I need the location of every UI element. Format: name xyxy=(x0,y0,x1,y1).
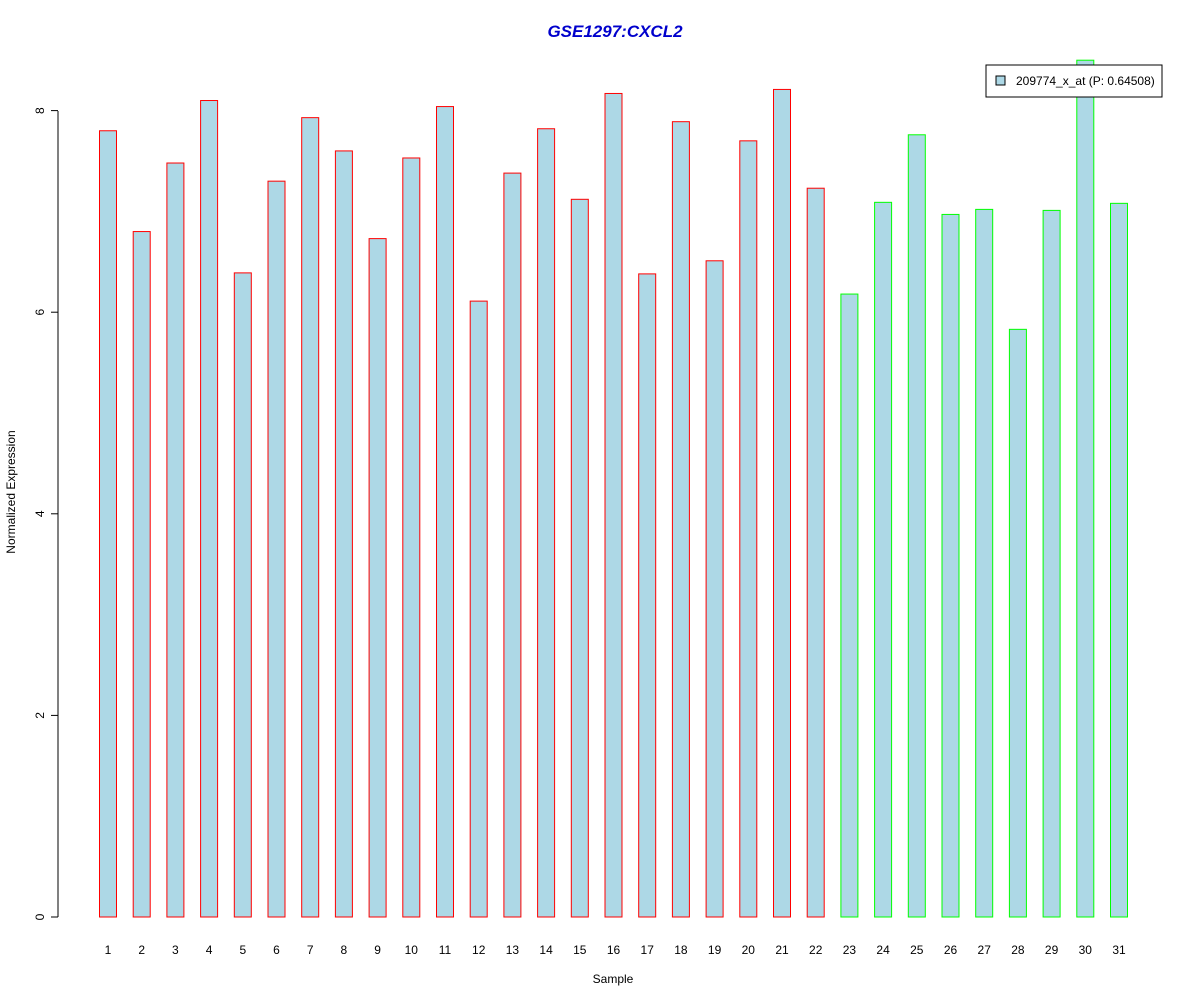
bar-sample-26 xyxy=(941,213,960,918)
bar-sample-31 xyxy=(1110,202,1128,918)
x-tick-label: 21 xyxy=(775,943,789,957)
bar-sample-10 xyxy=(402,157,421,918)
bar-sample-4 xyxy=(200,100,219,918)
y-axis: 0 2 4 6 8 xyxy=(33,107,59,920)
x-tick-label: 31 xyxy=(1112,943,1126,957)
x-tick-label: 11 xyxy=(439,943,452,957)
legend-label: 209774_x_at (P: 0.64508) xyxy=(1016,74,1155,88)
chart-title: GSE1297:CXCL2 xyxy=(547,22,683,41)
legend-box xyxy=(985,64,1163,98)
bar-sample-5 xyxy=(233,272,252,918)
bar-sample-24 xyxy=(874,201,893,918)
x-tick-label: 30 xyxy=(1079,943,1093,957)
x-tick-label: 3 xyxy=(172,943,179,957)
bar-sample-17 xyxy=(638,273,657,918)
x-tick-label: 18 xyxy=(674,943,688,957)
x-tick-label: 8 xyxy=(341,943,348,957)
y-tick-label: 8 xyxy=(33,107,47,114)
x-tick-label: 10 xyxy=(405,943,419,957)
x-tick-label: 2 xyxy=(138,943,145,957)
x-tick-label: 9 xyxy=(374,943,381,957)
bar-sample-6 xyxy=(267,180,286,918)
x-tick-label: 6 xyxy=(273,943,280,957)
bar-sample-2 xyxy=(132,231,151,918)
bar-sample-7 xyxy=(301,117,320,918)
x-tick-label: 22 xyxy=(809,943,823,957)
legend: 209774_x_at (P: 0.64508) xyxy=(985,64,1163,98)
y-axis-label: Normalized Expression xyxy=(4,430,18,553)
bar-sample-27 xyxy=(975,208,994,918)
bar-sample-25 xyxy=(907,134,926,918)
legend-swatch xyxy=(995,75,1006,86)
bar-sample-29 xyxy=(1042,209,1061,918)
x-tick-label: 19 xyxy=(708,943,722,957)
bar-sample-11 xyxy=(436,106,454,918)
x-tick-label: 15 xyxy=(573,943,587,957)
bar-sample-9 xyxy=(368,238,387,918)
y-tick-label: 4 xyxy=(33,510,47,517)
x-tick-label: 7 xyxy=(307,943,314,957)
x-tick-label: 20 xyxy=(742,943,756,957)
x-tick-label: 23 xyxy=(843,943,857,957)
bar-sample-22 xyxy=(806,187,825,918)
x-tick-label: 26 xyxy=(944,943,958,957)
y-tick-label: 6 xyxy=(33,309,47,316)
bar-sample-12 xyxy=(469,300,488,918)
x-axis-label: Sample xyxy=(593,972,634,986)
x-tick-label: 12 xyxy=(472,943,486,957)
x-tick-label: 28 xyxy=(1011,943,1025,957)
x-tick-labels: 1 2 3 4 5 6 7 8 9 10 11 12 13 14 15 16 17 18 19 20 21 22 23 24 2… xyxy=(105,943,1126,957)
bar-sample-1 xyxy=(99,130,117,918)
bars xyxy=(99,59,1128,918)
x-tick-label: 16 xyxy=(607,943,621,957)
x-tick-label: 27 xyxy=(978,943,992,957)
bar-sample-23 xyxy=(840,293,859,918)
y-tick-label: 2 xyxy=(33,712,47,719)
bar-sample-30 xyxy=(1076,59,1095,918)
x-tick-label: 17 xyxy=(641,943,655,957)
bar-sample-8 xyxy=(334,150,353,918)
bar-sample-15 xyxy=(570,198,589,918)
x-tick-label: 25 xyxy=(910,943,924,957)
x-tick-label: 1 xyxy=(105,943,112,957)
y-tick-label: 0 xyxy=(33,913,47,920)
x-tick-label: 29 xyxy=(1045,943,1059,957)
x-tick-label: 24 xyxy=(876,943,890,957)
x-tick-label: 4 xyxy=(206,943,213,957)
bar-sample-18 xyxy=(671,121,690,918)
bar-sample-14 xyxy=(537,128,556,918)
bar-sample-13 xyxy=(503,172,522,918)
bar-sample-19 xyxy=(705,260,724,918)
x-tick-label: 14 xyxy=(539,943,553,957)
x-tick-label: 5 xyxy=(239,943,246,957)
bar-sample-16 xyxy=(604,92,623,918)
x-tick-label: 13 xyxy=(506,943,520,957)
bar-sample-28 xyxy=(1008,328,1027,918)
bar-sample-21 xyxy=(773,88,791,918)
bar-sample-20 xyxy=(739,140,758,918)
bar-sample-3 xyxy=(166,162,185,918)
